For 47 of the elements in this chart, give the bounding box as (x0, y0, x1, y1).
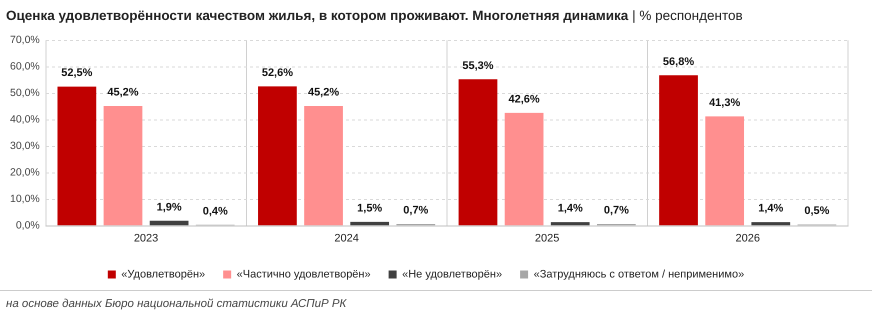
y-tick-label: 20,0% (10, 166, 40, 179)
y-tick-label: 40,0% (10, 114, 40, 126)
bar (751, 222, 790, 226)
y-tick-label: 70,0% (10, 34, 40, 46)
legend-label: «Не удовлетворён» (402, 268, 502, 281)
x-tick-label: 2024 (334, 232, 359, 244)
bar (57, 86, 96, 226)
x-tick-label: 2025 (534, 232, 560, 244)
bar (504, 112, 544, 226)
data-label: 56,8% (662, 56, 694, 68)
text: на основе данных Бюро национальной статистики АСПиР РК (6, 298, 346, 310)
bar (659, 75, 698, 226)
y-tick-label: 0,0% (16, 220, 40, 232)
data-label: 1,5% (357, 202, 382, 214)
data-label: 0,5% (804, 205, 830, 218)
bar (104, 106, 142, 226)
data-label: 0,7% (604, 204, 630, 216)
data-label: 45,2% (308, 86, 340, 99)
data-label: 0,4% (202, 205, 228, 218)
bar (258, 86, 297, 226)
chart-title: Оценка удовлетворённости качеством жилья, в котором проживают. Многолетняя динамика (6, 8, 628, 23)
legend-label: «Частично удовлетворён» (236, 268, 371, 281)
bar (705, 116, 744, 226)
y-tick-label: 50,0% (10, 87, 40, 100)
y-tick-label: 30,0% (10, 140, 40, 152)
x-tick-label: 2023 (134, 232, 158, 244)
data-label: 1,4% (558, 202, 583, 215)
y-tick-label: 60,0% (10, 60, 40, 73)
x-tick-label: 2026 (735, 232, 760, 244)
data-label: 52,5% (61, 67, 93, 80)
bar (150, 220, 188, 226)
bar (458, 79, 498, 226)
data-label: 1,4% (758, 202, 784, 215)
data-label: 45,2% (107, 86, 139, 99)
legend-label: «Удовлетворён» (121, 268, 206, 281)
data-label: 0,7% (403, 204, 429, 216)
data-label: 55,3% (462, 60, 494, 72)
y-tick-label: 10,0% (10, 193, 40, 206)
bar (304, 106, 343, 226)
bar (350, 222, 390, 226)
chart-subtitle: | % респондентов (632, 8, 743, 23)
data-label: 41,3% (709, 96, 740, 109)
bar (550, 222, 590, 226)
data-label: 52,6% (262, 66, 294, 79)
legend-label: «Затрудняюсь с ответом / неприменимо» (534, 268, 744, 281)
data-label: 1,9% (156, 201, 182, 214)
data-label: 42,6% (508, 93, 540, 106)
